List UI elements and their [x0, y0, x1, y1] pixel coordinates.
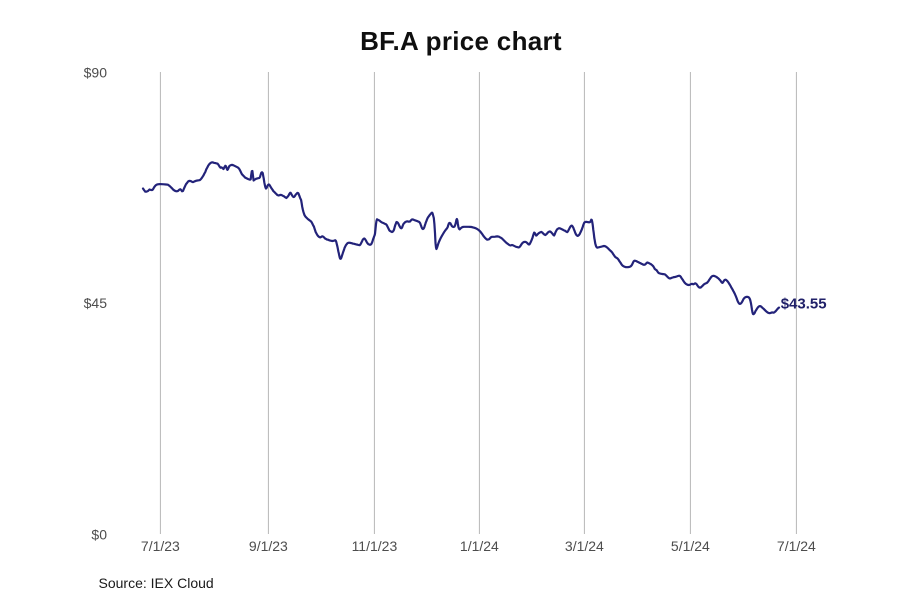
svg-text:7/1/23: 7/1/23	[141, 538, 180, 554]
svg-text:Source: IEX Cloud: Source: IEX Cloud	[99, 575, 214, 591]
svg-text:1/1/24: 1/1/24	[460, 538, 499, 554]
svg-text:11/1/23: 11/1/23	[352, 538, 398, 554]
svg-text:BF.A price chart: BF.A price chart	[360, 26, 562, 56]
svg-text:5/1/24: 5/1/24	[671, 538, 710, 554]
svg-text:7/1/24: 7/1/24	[777, 538, 816, 554]
svg-text:9/1/23: 9/1/23	[249, 538, 288, 554]
svg-text:$0: $0	[91, 527, 107, 543]
svg-text:$90: $90	[84, 65, 108, 81]
svg-text:3/1/24: 3/1/24	[565, 538, 604, 554]
svg-text:$45: $45	[84, 295, 108, 311]
svg-text:$43.55: $43.55	[781, 296, 827, 313]
